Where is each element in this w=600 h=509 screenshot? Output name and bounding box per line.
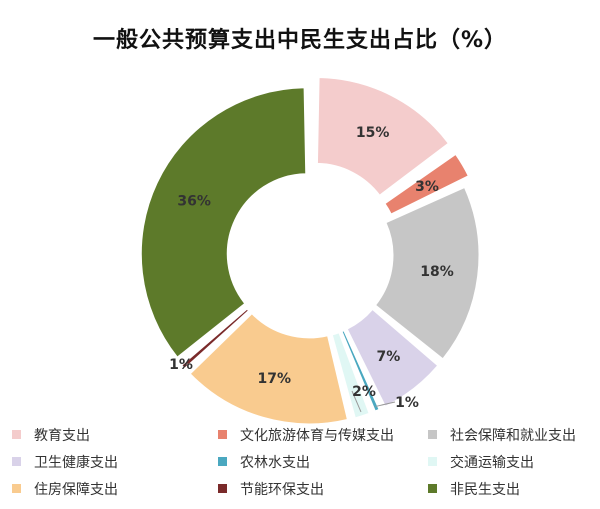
data-label-3: 18%: [420, 264, 454, 280]
data-label-2: 3%: [415, 179, 439, 195]
data-label-8: 1%: [169, 357, 193, 373]
chart-title: 一般公共预算支出中民生支出占比（%）: [92, 28, 508, 53]
slice-3: [374, 186, 480, 360]
legend-label-9: 非民生支出: [450, 482, 520, 498]
legend-swatch-3: [428, 430, 437, 439]
slice-2: [384, 153, 469, 215]
legend-label-6: 交通运输支出: [450, 454, 534, 471]
legend-swatch-6: [428, 457, 437, 466]
legend-label-7: 住房保障支出: [34, 482, 118, 498]
data-label-5: 1%: [395, 395, 419, 411]
data-label-6: 2%: [352, 384, 376, 400]
data-label-1: 15%: [356, 125, 390, 141]
leader-line-6: [351, 390, 362, 413]
legend-swatch-2: [218, 430, 227, 439]
legend-swatch-5: [218, 457, 227, 466]
slice-9: [140, 87, 307, 358]
slice-6: [331, 332, 370, 419]
legend-swatch-9: [428, 484, 437, 493]
slice-4: [346, 308, 439, 407]
legend-swatch-8: [218, 484, 227, 493]
legend-swatch-7: [12, 484, 21, 493]
legend-label-1: 教育支出: [34, 428, 90, 444]
legend-swatch-4: [12, 457, 21, 466]
slice-8: [181, 308, 250, 369]
legend-label-3: 社会保障和就业支出: [450, 428, 576, 444]
data-label-7: 17%: [258, 371, 292, 387]
slice-5: [341, 330, 380, 412]
slice-1: [316, 76, 450, 196]
legend-label-4: 卫生健康支出: [34, 454, 118, 471]
leader-line-5: [375, 401, 396, 407]
legend-label-2: 文化旅游体育与传媒支出: [240, 428, 394, 444]
data-label-4: 7%: [377, 349, 401, 365]
slice-7: [189, 313, 348, 425]
legend-swatch-1: [12, 430, 21, 439]
legend-label-8: 节能环保支出: [240, 482, 324, 498]
legend-label-5: 农林水支出: [240, 455, 310, 471]
data-label-9: 36%: [177, 194, 211, 210]
